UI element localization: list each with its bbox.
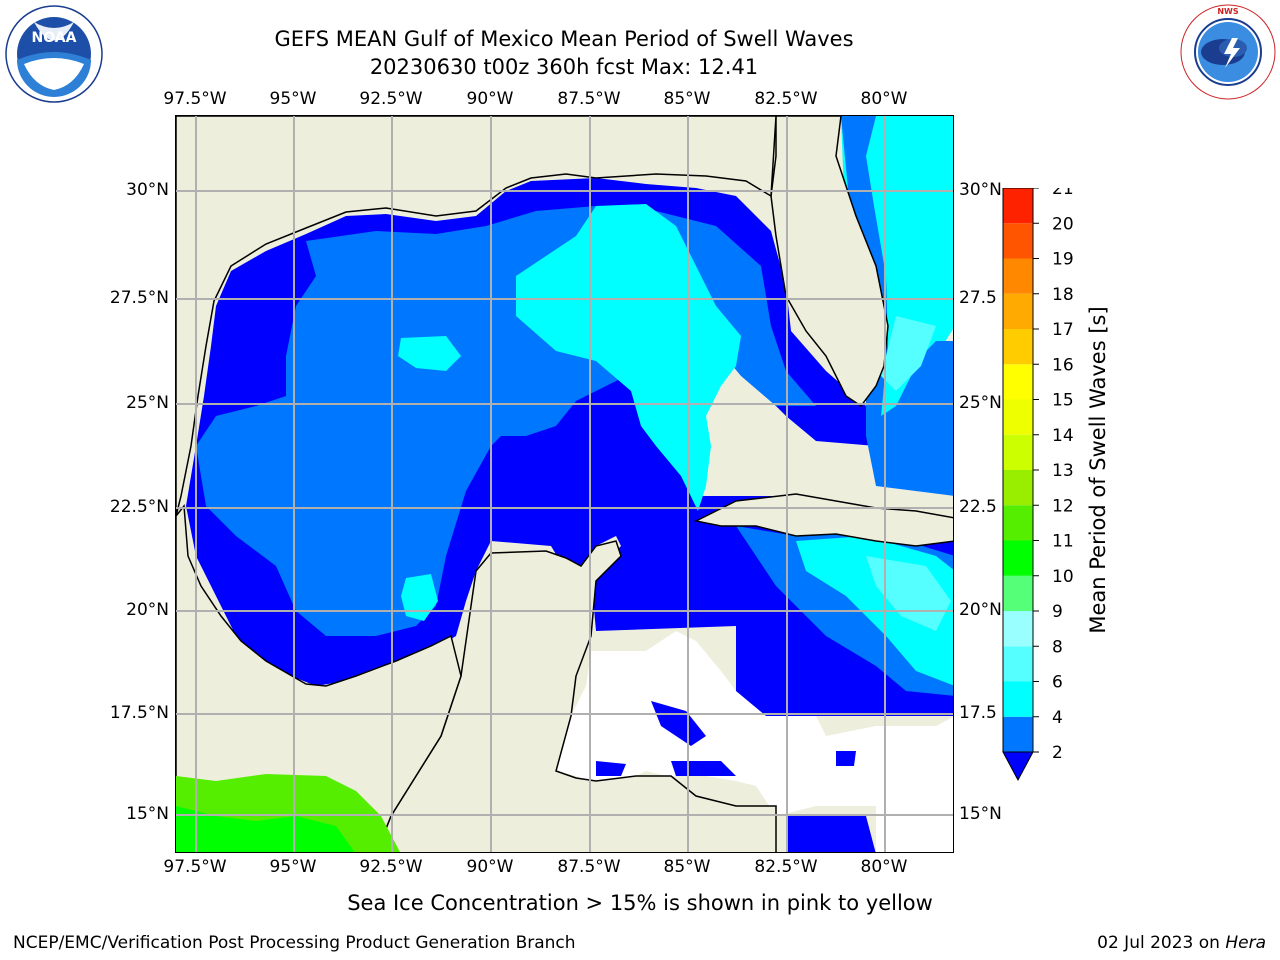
atlantic-swell-8-9 xyxy=(881,316,936,391)
lon-label-bottom: 82.5°W xyxy=(754,857,818,877)
colorbar-tick-label: 14 xyxy=(1052,426,1074,446)
colorbar-segment xyxy=(1003,293,1033,329)
colorbar-tick-label: 6 xyxy=(1052,673,1063,693)
chart-subtitle: 20230630 t00z 360h fcst Max: 12.41 xyxy=(369,55,759,79)
colorbar-tick-label: 2 xyxy=(1052,743,1063,763)
colorbar-tick-label: 15 xyxy=(1052,391,1074,411)
lon-label-bottom: 85°W xyxy=(663,857,711,877)
footer-date-text: 02 Jul 2023 on xyxy=(1097,933,1220,953)
caribbean-blue-patch xyxy=(651,701,706,746)
lon-label-bottom: 90°W xyxy=(466,857,514,877)
lon-label-top: 82.5°W xyxy=(754,89,818,109)
gulf-swell-6-8 xyxy=(516,204,741,511)
colorbar-segment xyxy=(1003,681,1033,717)
colorbar-segment xyxy=(1003,611,1033,647)
colorbar-tick-label: 13 xyxy=(1052,461,1074,481)
lon-label-bottom: 87.5°W xyxy=(557,857,621,877)
colorbar-segment xyxy=(1003,188,1033,224)
lat-label-right: 15°N xyxy=(959,804,1002,824)
colorbar-segment xyxy=(1003,540,1033,576)
noaa-logo-text: NOAA xyxy=(32,30,77,46)
nws-logo: NWS xyxy=(1178,2,1278,102)
colorbar-segment xyxy=(1003,470,1033,506)
colorbar-tick-label: 21 xyxy=(1052,188,1074,199)
colorbar-segment xyxy=(1003,646,1033,682)
lat-label-left: 15°N xyxy=(126,804,169,824)
lat-label-left: 25°N xyxy=(126,393,169,413)
nodata-area xyxy=(556,631,953,852)
cyan-patch xyxy=(398,336,461,371)
pacific-swell-10-11 xyxy=(176,806,355,852)
lon-label-bottom: 80°W xyxy=(860,857,908,877)
colorbar-tick-label: 12 xyxy=(1052,496,1074,516)
caribbean-blue-patch xyxy=(786,816,876,852)
lon-label-top: 97.5°W xyxy=(163,89,227,109)
mexico-land xyxy=(176,504,462,852)
lon-label-top: 95°W xyxy=(269,89,317,109)
caribbean-blue-patch xyxy=(596,761,626,776)
lat-label-right: 17.5 xyxy=(959,703,997,723)
colorbar-segment xyxy=(1003,364,1033,400)
lat-label-left: 27.5°N xyxy=(109,288,169,308)
graticule xyxy=(176,116,953,852)
colorbar-tick-label: 8 xyxy=(1052,637,1063,657)
map-svg xyxy=(176,116,953,852)
colorbar-tick-label: 11 xyxy=(1052,532,1074,552)
lon-label-bottom: 95°W xyxy=(269,857,317,877)
florida-land xyxy=(770,116,889,408)
lon-label-top: 80°W xyxy=(860,89,908,109)
colorbar-tick-label: 10 xyxy=(1052,567,1074,587)
colorbar-label: Mean Period of Swell Waves [s] xyxy=(1086,306,1110,634)
lon-label-top: 92.5°W xyxy=(359,89,423,109)
map-panel xyxy=(175,115,954,853)
colorbar-tick-label: 4 xyxy=(1052,708,1063,728)
atlantic-swell-4-6 xyxy=(841,116,953,496)
colorbar: 2 4 6 8 9 10 11 12 13 14 15 16 17 18 19 20 21 xyxy=(1002,179,1082,792)
colorbar-extend-arrow xyxy=(1002,751,1034,782)
lat-label-right: 30°N xyxy=(959,180,1002,200)
colorbar-segment xyxy=(1003,716,1033,752)
lat-label-right: 22.5 xyxy=(959,497,997,517)
lat-label-left: 17.5°N xyxy=(109,703,169,723)
colorbar-segment xyxy=(1003,329,1033,365)
lon-label-top: 85°W xyxy=(663,89,711,109)
colorbar-segment xyxy=(1003,399,1033,435)
colorbar-segment xyxy=(1003,434,1033,470)
colorbar-svg: 2 4 6 8 9 10 11 12 13 14 15 16 17 18 19 20 21 xyxy=(1002,179,1074,782)
caribbean-swell-8-9 xyxy=(866,556,951,631)
nws-logo-text: NWS xyxy=(1217,7,1239,16)
colorbar-segment xyxy=(1003,223,1033,259)
colorbar-tick-label: 18 xyxy=(1052,285,1074,305)
cyan-patch xyxy=(401,574,438,621)
footer-host: Hera xyxy=(1225,933,1266,953)
colorbar-tick-label: 17 xyxy=(1052,320,1074,340)
lat-label-right: 27.5 xyxy=(959,288,997,308)
footer-credit: NCEP/EMC/Verification Post Processing Pr… xyxy=(13,933,576,953)
lat-label-left: 22.5°N xyxy=(109,497,169,517)
chart-title: GEFS MEAN Gulf of Mexico Mean Period of … xyxy=(274,27,854,51)
noaa-logo-icon: NOAA xyxy=(5,5,103,103)
noaa-logo: NOAA xyxy=(4,4,104,104)
lat-label-right: 20°N xyxy=(959,600,1002,620)
colorbar-tick-label: 20 xyxy=(1052,214,1074,234)
lon-label-bottom: 92.5°W xyxy=(359,857,423,877)
lat-label-left: 20°N xyxy=(126,600,169,620)
lon-label-top: 90°W xyxy=(466,89,514,109)
colorbar-tick-label: 16 xyxy=(1052,355,1074,375)
lat-label-left: 30°N xyxy=(126,180,169,200)
lon-label-top: 87.5°W xyxy=(557,89,621,109)
footer-date: 02 Jul 2023 on Hera xyxy=(1097,933,1266,953)
colorbar-tick-label: 9 xyxy=(1052,602,1063,622)
caption: Sea Ice Concentration > 15% is shown in … xyxy=(347,891,933,915)
caribbean-blue-patch xyxy=(836,751,856,766)
colorbar-segment xyxy=(1003,505,1033,541)
colorbar-tick-label: 19 xyxy=(1052,250,1074,270)
nws-logo-icon: NWS xyxy=(1180,4,1276,100)
colorbar-segment xyxy=(1003,575,1033,611)
lat-label-right: 25°N xyxy=(959,393,1002,413)
colorbar-segment xyxy=(1003,258,1033,294)
lon-label-bottom: 97.5°W xyxy=(163,857,227,877)
